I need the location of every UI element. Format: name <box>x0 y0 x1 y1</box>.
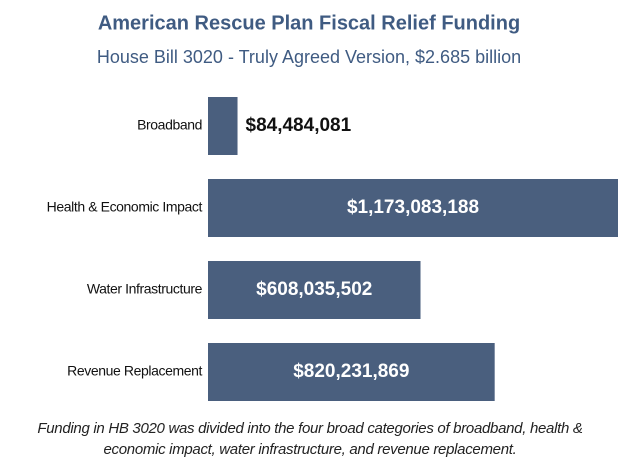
value-label: $84,484,081 <box>246 115 352 136</box>
category-label: Water Infrastructure <box>87 281 203 297</box>
value-label: $1,173,083,188 <box>347 197 479 218</box>
bar <box>208 179 618 237</box>
value-label: $820,231,869 <box>293 361 409 382</box>
chart-title: American Rescue Plan Fiscal Relief Fundi… <box>98 12 520 34</box>
chart: American Rescue Plan Fiscal Relief Fundi… <box>47 12 618 401</box>
bar <box>208 261 421 319</box>
category-label: Revenue Replacement <box>67 363 202 379</box>
chart-subtitle: House Bill 3020 - Truly Agreed Version, … <box>97 47 521 67</box>
category-label: Broadband <box>137 117 202 133</box>
bar <box>208 97 238 155</box>
category-label: Health & Economic Impact <box>47 199 203 215</box>
footnote: Funding in HB 3020 was divided into the … <box>37 420 583 458</box>
bar <box>208 343 495 401</box>
value-label: $608,035,502 <box>256 279 372 300</box>
